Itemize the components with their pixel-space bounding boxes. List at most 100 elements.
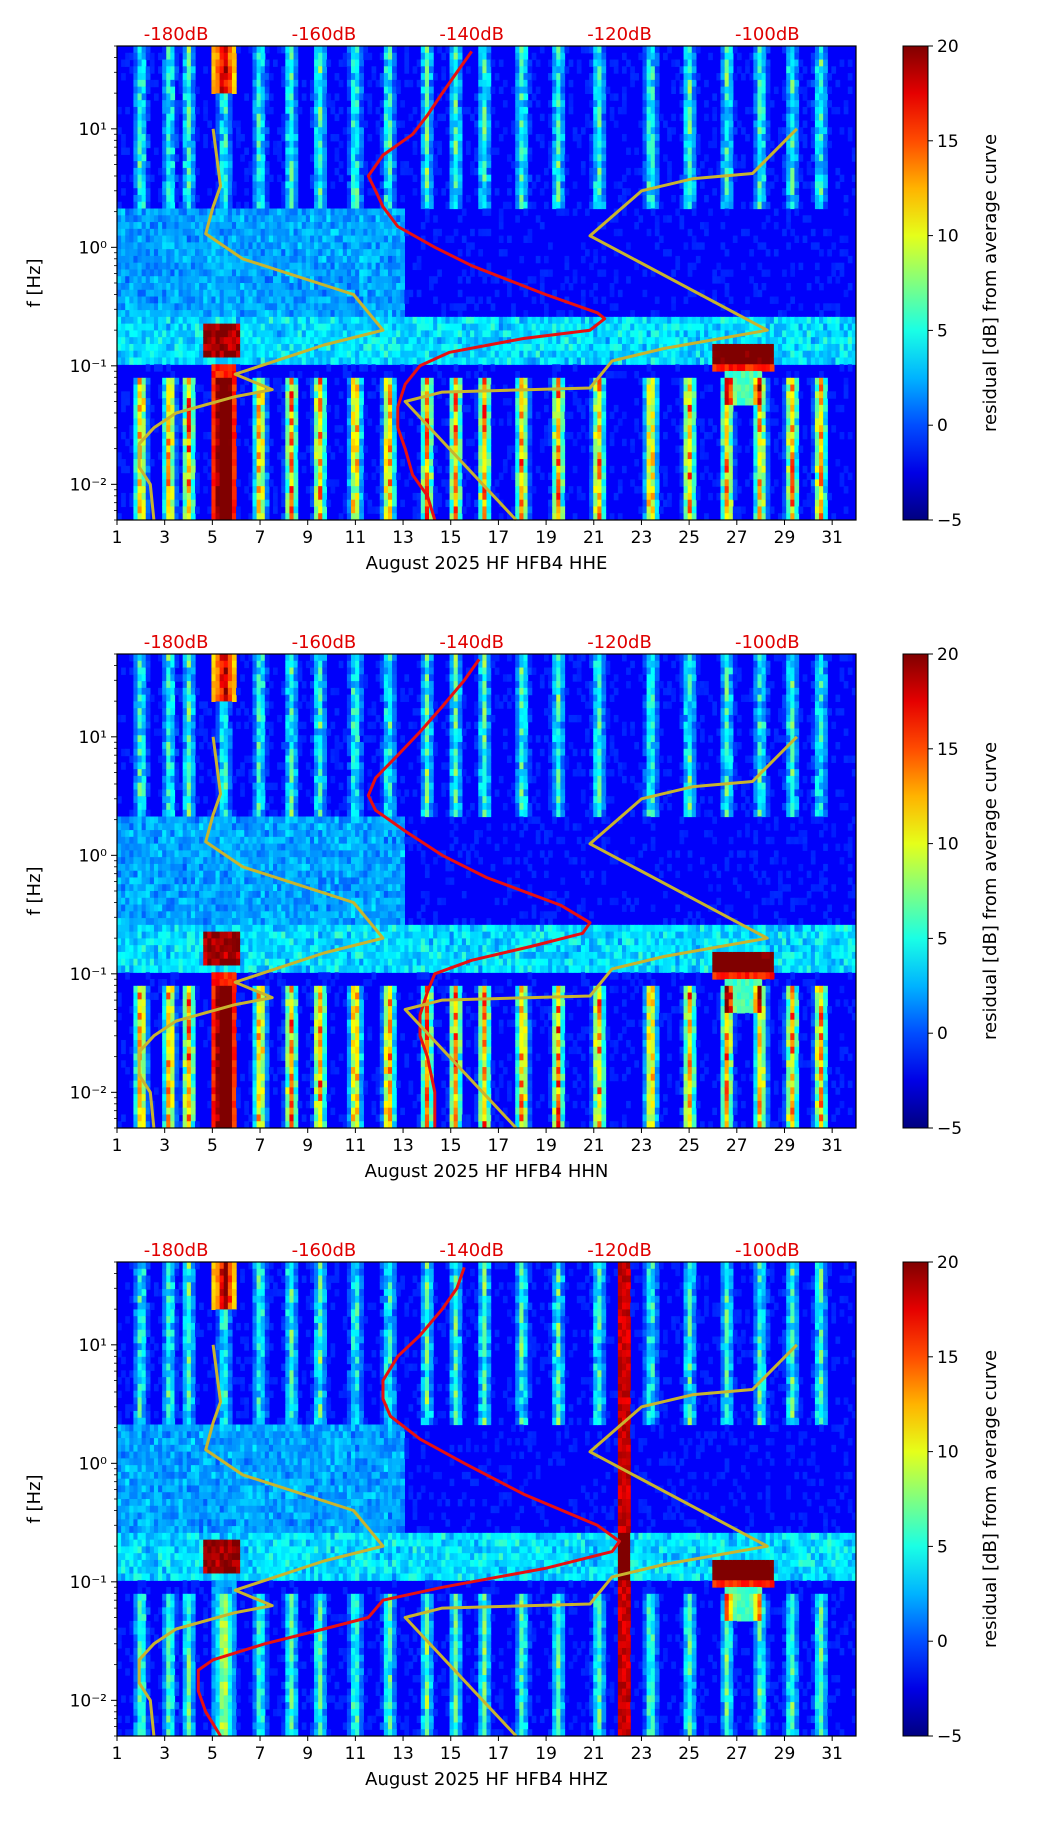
colorbar-tick-label: 5: [937, 321, 948, 341]
y-axis-label: f [Hz]: [24, 258, 45, 307]
y-tick-label: 10¹: [79, 120, 107, 140]
y-tick-label: 10⁻²: [70, 475, 107, 495]
db-axis-label: -100dB: [735, 24, 800, 45]
colorbar-tick-label: −5: [937, 1119, 962, 1139]
x-tick-label: 15: [440, 1744, 462, 1764]
x-tick-label: 3: [159, 528, 170, 548]
x-tick-label: 17: [488, 1744, 510, 1764]
db-axis-label: -100dB: [735, 632, 800, 653]
x-tick-label: 13: [392, 528, 414, 548]
colorbar-tick-label: 20: [937, 645, 959, 665]
y-tick-label: 10¹: [79, 728, 107, 748]
x-tick-label: 23: [631, 1744, 653, 1764]
x-tick-label: 29: [774, 1744, 796, 1764]
x-tick-label: 17: [488, 1136, 510, 1156]
colorbar-tick-label: 0: [937, 1024, 948, 1044]
x-tick-label: 1: [112, 1744, 123, 1764]
db-axis-label: -160dB: [292, 24, 357, 45]
x-tick-label: 7: [255, 1744, 266, 1764]
x-tick-label: 27: [726, 1136, 748, 1156]
y-tick-label: 10⁻²: [70, 1083, 107, 1103]
colorbar-tick-label: 10: [937, 1443, 959, 1463]
colorbar-label: residual [dB] from average curve: [980, 742, 1001, 1040]
spectrogram-heatmap: [117, 1262, 857, 1737]
x-tick-label: 15: [440, 1136, 462, 1156]
x-tick-label: 31: [821, 1744, 843, 1764]
colorbar: [903, 46, 928, 520]
x-tick-label: 19: [535, 528, 557, 548]
colorbar-tick-label: 0: [937, 416, 948, 436]
y-tick-label: 10⁻¹: [70, 357, 107, 377]
colorbar-tick-label: 20: [937, 37, 959, 57]
x-tick-label: 21: [583, 1136, 605, 1156]
db-axis-label: -160dB: [292, 1240, 357, 1261]
db-axis-label: -140dB: [439, 1240, 504, 1261]
y-tick-label: 10⁰: [79, 846, 108, 866]
x-tick-label: 31: [821, 1136, 843, 1156]
colorbar-tick-label: 10: [937, 227, 959, 247]
x-tick-label: 11: [345, 528, 367, 548]
x-tick-label: 1: [112, 528, 123, 548]
colorbar-tick-label: −5: [937, 511, 962, 531]
colorbar: [903, 1262, 928, 1736]
db-axis-label: -160dB: [292, 632, 357, 653]
db-axis-label: -120dB: [587, 632, 652, 653]
colorbar-tick-label: 15: [937, 132, 959, 152]
db-axis-label: -140dB: [439, 24, 504, 45]
x-tick-label: 5: [207, 528, 218, 548]
db-axis-label: -100dB: [735, 1240, 800, 1261]
db-axis-label: -180dB: [144, 24, 209, 45]
colorbar-label: residual [dB] from average curve: [980, 134, 1001, 432]
colorbar-tick-label: −5: [937, 1727, 962, 1747]
y-tick-label: 10¹: [79, 1336, 107, 1356]
db-axis-label: -180dB: [144, 1240, 209, 1261]
y-axis-label: f [Hz]: [24, 1474, 45, 1523]
x-tick-label: 7: [255, 528, 266, 548]
colorbar-tick-label: 15: [937, 1348, 959, 1368]
colorbar-tick-label: 10: [937, 835, 959, 855]
x-tick-label: 1: [112, 1136, 123, 1156]
x-tick-label: 17: [488, 528, 510, 548]
x-tick-label: 11: [345, 1744, 367, 1764]
x-axis-label: August 2025 HF HFB4 HHZ: [365, 1769, 608, 1790]
x-tick-label: 19: [535, 1744, 557, 1764]
y-axis-label: f [Hz]: [24, 866, 45, 915]
y-tick-label: 10⁻²: [70, 1691, 107, 1711]
x-tick-label: 25: [678, 1744, 700, 1764]
x-tick-label: 25: [678, 528, 700, 548]
db-axis-label: -120dB: [587, 1240, 652, 1261]
x-tick-label: 29: [774, 528, 796, 548]
x-tick-label: 21: [583, 1744, 605, 1764]
x-tick-label: 25: [678, 1136, 700, 1156]
x-tick-label: 3: [159, 1744, 170, 1764]
x-tick-label: 23: [631, 1136, 653, 1156]
db-axis-label: -120dB: [587, 24, 652, 45]
x-tick-label: 31: [821, 528, 843, 548]
y-tick-label: 10⁻¹: [70, 965, 107, 985]
x-tick-label: 19: [535, 1136, 557, 1156]
x-tick-label: 29: [774, 1136, 796, 1156]
y-tick-label: 10⁰: [79, 1454, 108, 1474]
x-axis-label: August 2025 HF HFB4 HHN: [365, 1161, 609, 1182]
db-axis-label: -180dB: [144, 632, 209, 653]
x-tick-label: 23: [631, 528, 653, 548]
x-axis-label: August 2025 HF HFB4 HHE: [366, 553, 608, 574]
x-tick-label: 21: [583, 528, 605, 548]
x-tick-label: 13: [392, 1744, 414, 1764]
x-tick-label: 5: [207, 1744, 218, 1764]
colorbar-label: residual [dB] from average curve: [980, 1350, 1001, 1648]
x-tick-label: 9: [302, 1136, 313, 1156]
colorbar-tick-label: 5: [937, 929, 948, 949]
y-tick-label: 10⁰: [79, 238, 108, 258]
colorbar: [903, 654, 928, 1128]
x-tick-label: 5: [207, 1136, 218, 1156]
x-tick-label: 11: [345, 1136, 367, 1156]
x-tick-label: 9: [302, 528, 313, 548]
spectrogram-heatmap: [117, 654, 857, 1129]
y-tick-label: 10⁻¹: [70, 1573, 107, 1593]
